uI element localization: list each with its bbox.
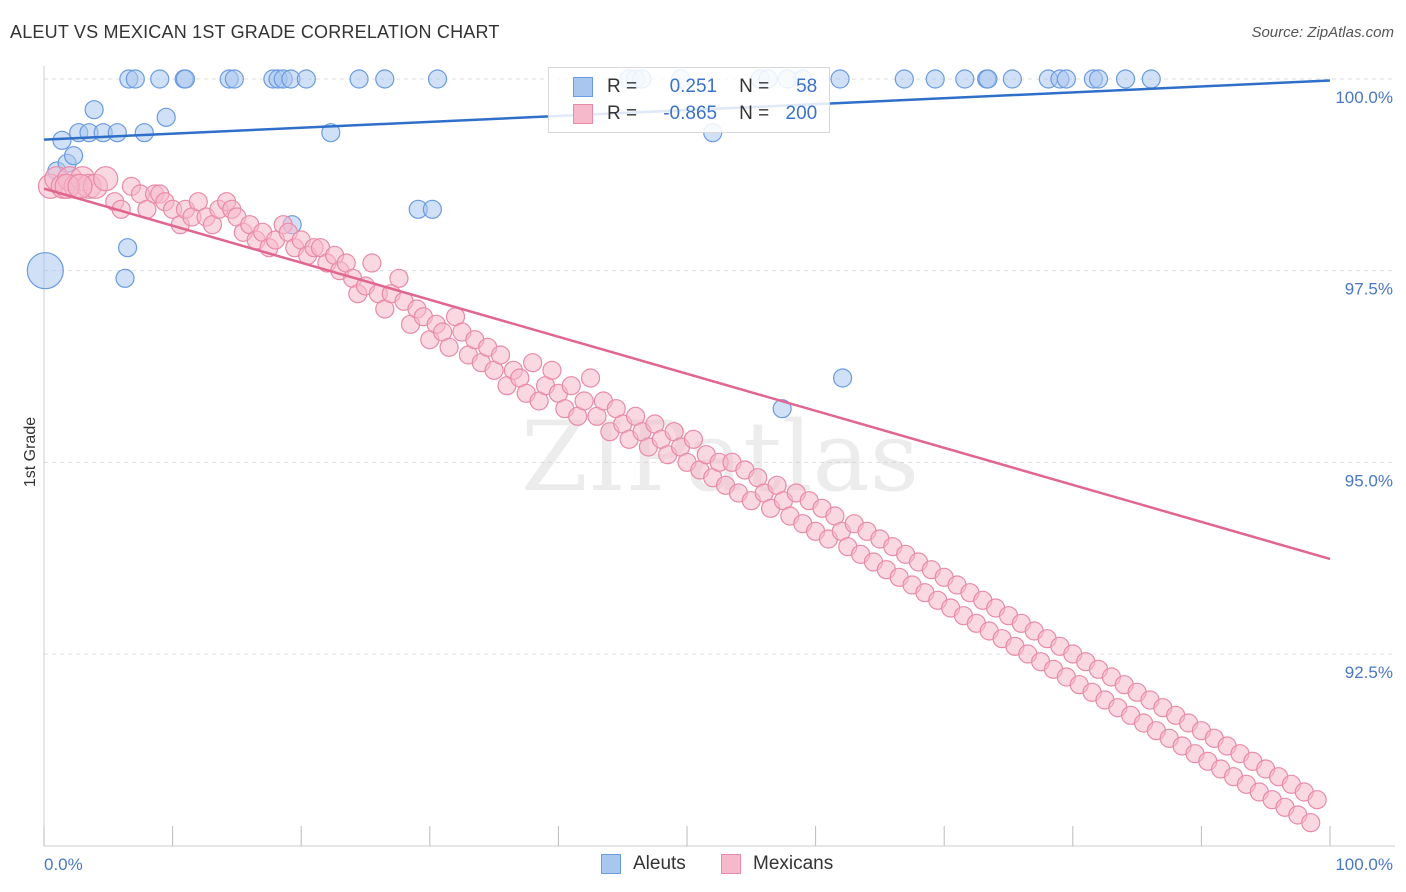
aleut-point xyxy=(830,69,850,89)
aleut-point xyxy=(422,199,442,219)
y-tick-label: 100.0% xyxy=(1335,88,1393,107)
source-credit: Source: ZipAtlas.com xyxy=(1251,24,1394,41)
aleut-point xyxy=(26,252,64,290)
r-key: R = xyxy=(607,103,638,124)
aleut-swatch xyxy=(573,77,593,97)
legend-label: Aleuts xyxy=(633,853,686,874)
aleut-point xyxy=(1088,69,1109,89)
aleut-point xyxy=(150,69,170,89)
aleut-point xyxy=(125,69,145,89)
stats-legend: R = 0.251 N = 58 R = -0.865 N = 200 xyxy=(548,67,830,133)
mexican-point xyxy=(561,376,581,396)
aleut-point xyxy=(978,69,998,89)
aleut-point xyxy=(894,69,914,89)
aleut-point xyxy=(925,69,945,89)
aleut-point xyxy=(117,238,138,258)
x-tick-label-right: 100.0% xyxy=(1335,855,1393,874)
aleut-point xyxy=(1056,69,1076,89)
aleut-point xyxy=(349,69,369,89)
aleut-point xyxy=(224,69,244,89)
mexican-point xyxy=(1301,813,1321,833)
aleut-point xyxy=(1141,69,1161,89)
x-tick-label-left: 0.0% xyxy=(44,855,83,874)
aleut-point xyxy=(156,107,176,127)
y-axis-label: 1st Grade xyxy=(22,417,39,487)
aleut-point xyxy=(134,123,154,143)
r-key: R = xyxy=(607,76,638,97)
n-value: 200 xyxy=(785,103,818,124)
legend-label: Mexicans xyxy=(753,853,834,874)
aleut-point xyxy=(115,268,135,288)
y-tick-label: 95.0% xyxy=(1345,471,1393,490)
mexican-trend-line xyxy=(43,187,1331,561)
gridlines xyxy=(44,78,1395,655)
mexican-point xyxy=(362,253,382,273)
mexican-swatch xyxy=(573,104,593,124)
aleut-point xyxy=(955,69,975,89)
aleut-point xyxy=(427,69,448,89)
aleut-point xyxy=(375,69,395,89)
mexican-point xyxy=(389,268,409,288)
mexican-point xyxy=(523,353,543,373)
y-tick-label: 97.5% xyxy=(1345,280,1393,299)
aleut-point xyxy=(772,399,792,419)
r-value: -0.865 xyxy=(663,103,718,124)
mexican-swatch xyxy=(721,854,741,874)
aleut-point xyxy=(833,368,853,388)
legend-item-aleuts: Aleuts xyxy=(601,851,686,877)
mexican-point xyxy=(439,337,459,357)
stats-legend-mexican: R = -0.865 N = 200 xyxy=(573,101,817,127)
mexican-point xyxy=(490,345,511,365)
n-key: N = xyxy=(739,103,770,124)
mexican-point xyxy=(683,429,704,449)
aleut-point xyxy=(321,123,341,143)
mexican-point xyxy=(1307,790,1327,810)
mexican-point xyxy=(574,391,594,411)
mexican-point xyxy=(542,360,562,380)
mexican-point xyxy=(93,166,119,192)
n-value: 58 xyxy=(796,76,818,97)
stats-legend-aleut: R = 0.251 N = 58 xyxy=(573,74,817,100)
tick-labels: 100.0% 97.5% 95.0% 92.5% 0.0% 100.0% xyxy=(44,88,1393,874)
mexican-point xyxy=(188,192,208,212)
aleut-point xyxy=(84,100,104,120)
legend-item-mexicans: Mexicans xyxy=(721,851,833,877)
y-tick-label: 92.5% xyxy=(1345,663,1393,682)
r-value: 0.251 xyxy=(669,76,718,97)
aleut-point xyxy=(1115,69,1136,89)
aleut-point xyxy=(52,130,72,150)
aleut-point xyxy=(296,69,316,89)
mexican-point xyxy=(67,173,93,199)
aleut-swatch xyxy=(601,854,621,874)
aleut-point xyxy=(175,69,196,89)
chart-title: ALEUT VS MEXICAN 1ST GRADE CORRELATION C… xyxy=(10,22,500,42)
mexican-point xyxy=(580,368,601,388)
aleut-point xyxy=(63,146,84,166)
aleut-point xyxy=(107,123,127,143)
aleut-point xyxy=(1002,69,1022,89)
n-key: N = xyxy=(739,76,770,97)
